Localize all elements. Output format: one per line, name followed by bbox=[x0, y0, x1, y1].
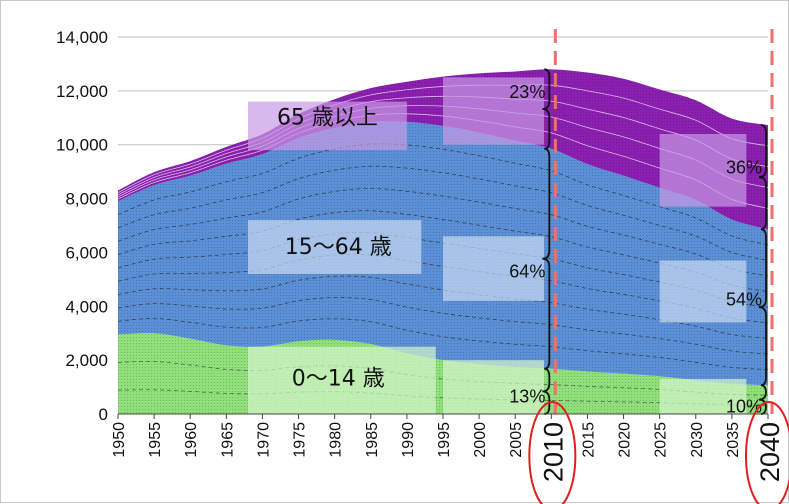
x-tick-label: 1965 bbox=[219, 422, 236, 458]
percent-label: 64% bbox=[509, 261, 545, 281]
panel-elderly-2010 bbox=[443, 77, 545, 145]
contour-line bbox=[118, 210, 768, 293]
contour-line bbox=[118, 297, 768, 355]
circle-2010 bbox=[528, 401, 577, 504]
panel-elderly bbox=[248, 101, 407, 151]
circle-2040 bbox=[745, 401, 789, 504]
overlays-layer bbox=[248, 29, 774, 415]
contour-line bbox=[118, 165, 768, 261]
x-tick-label: 1990 bbox=[400, 422, 417, 458]
y-tick-label: 6,000 bbox=[65, 243, 108, 262]
percent-label: 23% bbox=[509, 82, 545, 102]
brace-working-2040 bbox=[758, 228, 767, 387]
x-tick-label: 1975 bbox=[292, 422, 309, 458]
x-tick-label: 1950 bbox=[111, 422, 128, 458]
x-tick-label-highlight: 2040 bbox=[755, 422, 785, 482]
percent-label: 13% bbox=[509, 386, 545, 406]
panel-young-2010 bbox=[443, 360, 545, 414]
panel-working-2010 bbox=[443, 236, 545, 301]
x-tick-label: 2005 bbox=[508, 422, 525, 458]
x-tick-label: 1960 bbox=[183, 422, 200, 458]
x-tick-label: 2000 bbox=[472, 422, 489, 458]
x-tick-label: 2015 bbox=[580, 422, 597, 458]
y-tick-label: 2,000 bbox=[65, 351, 108, 370]
y-tick-label: 14,000 bbox=[56, 28, 108, 47]
axes-layer: 0 2,000 4,000 6,000 8,000 10,000 12,000 14,000 1… bbox=[56, 28, 785, 482]
y-tick-label: 12,000 bbox=[56, 82, 108, 101]
brace-young-2040 bbox=[758, 384, 767, 415]
y-tick-label: 4,000 bbox=[65, 297, 108, 316]
contour-line bbox=[118, 360, 768, 396]
area-elderly-texture bbox=[118, 69, 768, 230]
brace-elderly-2040 bbox=[758, 124, 767, 231]
percent-label: 36% bbox=[726, 158, 762, 178]
panel-young bbox=[248, 346, 436, 414]
panel-elderly-2040 bbox=[659, 133, 747, 207]
x-tick-label: 1995 bbox=[436, 422, 453, 458]
x-tick-label: 2035 bbox=[725, 422, 742, 458]
percent-label: 10% bbox=[726, 396, 762, 416]
panel-working bbox=[248, 220, 422, 274]
y-tick-label: 8,000 bbox=[65, 190, 108, 209]
y-tick-label: 0 bbox=[99, 405, 108, 424]
y-tick-label: 10,000 bbox=[56, 136, 108, 155]
x-tick-label: 1970 bbox=[255, 422, 272, 458]
x-tick-label: 2025 bbox=[653, 422, 670, 458]
x-tick-label: 2020 bbox=[617, 422, 634, 458]
x-tick-label: 2030 bbox=[689, 422, 706, 458]
contour-line bbox=[118, 188, 768, 277]
x-tick-label: 1955 bbox=[147, 422, 164, 458]
x-tick-label: 1985 bbox=[364, 422, 381, 458]
series-label: 0～14 歳 bbox=[292, 367, 385, 392]
panel-young-2040 bbox=[659, 378, 747, 414]
x-tick-label-highlight: 2010 bbox=[538, 422, 568, 482]
panel-working-2040 bbox=[659, 260, 747, 323]
series-label: 65 歳以上 bbox=[277, 106, 378, 131]
percent-label: 54% bbox=[726, 290, 762, 310]
series-label: 15～64 歳 bbox=[285, 235, 392, 260]
x-tick-label: 1980 bbox=[328, 422, 345, 458]
labels-layer: 0～14 歳 15～64 歳 65 歳以上 23% 64% 13% 36% 54% 10% bbox=[277, 82, 789, 504]
